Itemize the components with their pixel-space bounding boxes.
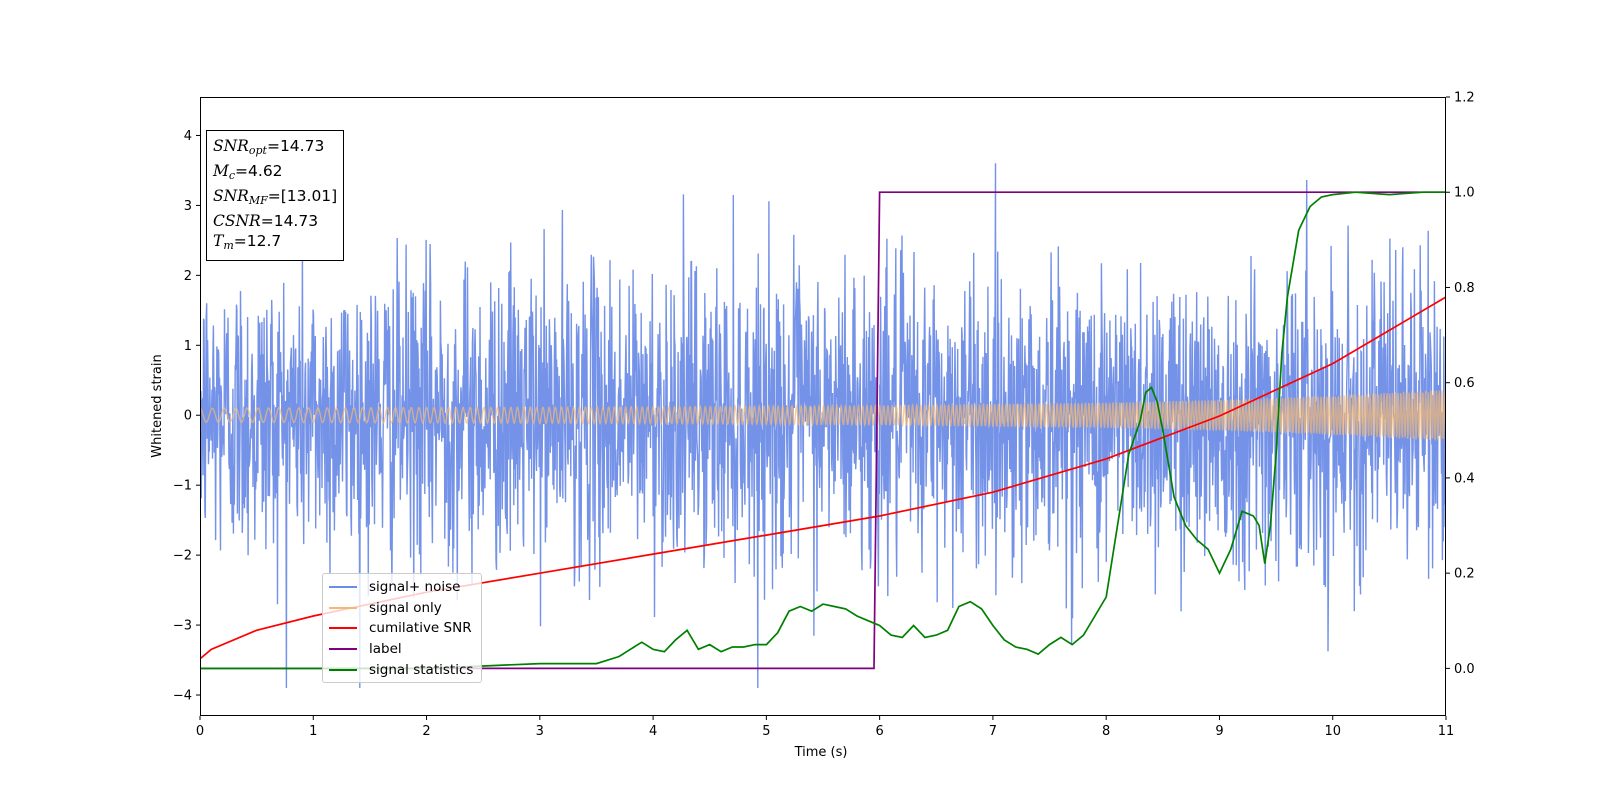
legend-item-signal-statistics: signal statistics xyxy=(329,659,473,680)
x-tick-label: 9 xyxy=(1215,724,1223,739)
y-axis-title: Whitened strain xyxy=(150,354,165,457)
x-tick-label: 10 xyxy=(1324,724,1341,739)
x-tick-label: 1 xyxy=(309,724,317,739)
y-tick-label: 1 xyxy=(184,339,192,354)
legend-label: cumilative SNR xyxy=(369,620,472,637)
series-signal-noise xyxy=(200,163,1446,689)
tm-row: Tm=12.7 xyxy=(213,232,282,252)
csnr-row: CSNR=14.73 xyxy=(213,212,319,230)
x-tick-label: 0 xyxy=(196,724,204,739)
mc-row: Mc=4.62 xyxy=(213,162,283,182)
x-tick-label: 6 xyxy=(875,724,883,739)
legend-swatch xyxy=(329,668,357,671)
y-tick-label: 0 xyxy=(184,409,192,424)
legend-swatch xyxy=(329,586,357,589)
stats-annotation-box: SNRopt=14.73 Mc=4.62 SNRMF=[13.01] CSNR=… xyxy=(206,130,345,261)
legend-item-signal-noise: signal+ noise xyxy=(329,577,473,598)
y2-tick-label: 1.2 xyxy=(1454,91,1475,106)
legend-swatch xyxy=(329,627,357,630)
plot-data xyxy=(200,163,1446,689)
legend: signal+ noise signal only cumilative SNR… xyxy=(322,573,483,683)
x-tick-label: 11 xyxy=(1438,724,1455,739)
plot-frame xyxy=(200,97,1446,716)
legend-swatch xyxy=(329,648,357,651)
legend-label: signal only xyxy=(369,599,442,616)
x-tick-label: 8 xyxy=(1102,724,1110,739)
y2-tick-label: 1.0 xyxy=(1454,186,1475,201)
y-tick-label: 4 xyxy=(184,129,192,144)
legend-item-cumulative-snr: cumilative SNR xyxy=(329,618,473,639)
legend-swatch xyxy=(329,606,357,609)
y2-tick-label: 0.4 xyxy=(1454,471,1475,486)
y-tick-label: 2 xyxy=(184,269,192,284)
legend-label: label xyxy=(369,641,402,658)
x-axis-title: Time (s) xyxy=(794,745,848,760)
x-tick-label: 7 xyxy=(989,724,997,739)
legend-label: signal+ noise xyxy=(369,579,461,596)
y-tick-label: −3 xyxy=(173,619,192,634)
series-signal-statistics xyxy=(200,191,1446,670)
series-cumilative-snr xyxy=(200,296,1446,660)
y-tick-label: −4 xyxy=(173,689,192,704)
y-tick-label: 3 xyxy=(184,199,192,214)
legend-item-label: label xyxy=(329,639,473,660)
series-signal-only xyxy=(200,390,1446,442)
y2-tick-label: 0.6 xyxy=(1454,376,1475,391)
legend-item-signal-only: signal only xyxy=(329,598,473,619)
snr-opt-row: SNRopt=14.73 xyxy=(213,137,325,157)
axes: 0 1 2 3 4 5 6 7 8 9 10 11 −4 −3 −2 −1 0 1 2 3 4 0.0 0.2 0.4 0.6 0… xyxy=(173,91,1475,740)
y2-tick-label: 0.2 xyxy=(1454,567,1475,582)
x-tick-label: 2 xyxy=(422,724,430,739)
y-tick-label: −1 xyxy=(173,479,192,494)
y-tick-label: −2 xyxy=(173,549,192,564)
x-tick-label: 3 xyxy=(536,724,544,739)
x-tick-label: 5 xyxy=(762,724,770,739)
legend-label: signal statistics xyxy=(369,661,474,678)
x-tick-label: 4 xyxy=(649,724,657,739)
snr-mf-row: SNRMF=[13.01] xyxy=(213,187,338,207)
series-label xyxy=(200,191,1446,670)
y2-tick-label: 0.0 xyxy=(1454,662,1475,677)
y2-tick-label: 0.8 xyxy=(1454,281,1475,296)
